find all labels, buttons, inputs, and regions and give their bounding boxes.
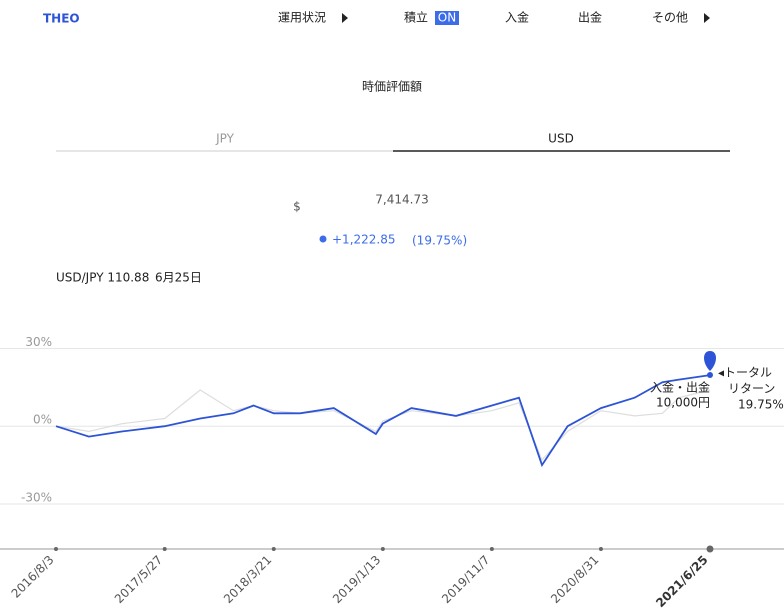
- nav-item[interactable]: 積立: [404, 10, 428, 25]
- nav-arrow: [342, 13, 348, 23]
- nav-item[interactable]: 運用状況: [278, 10, 326, 25]
- series-line: [55, 374, 711, 468]
- annotation: 10,000円: [656, 396, 710, 410]
- x-tick-label: 2019/1/13: [330, 553, 383, 606]
- section-title: 時価評価額: [362, 79, 422, 94]
- logo[interactable]: THEO: [43, 12, 80, 26]
- fx-rate: USD/JPY 110.88: [56, 271, 149, 285]
- x-tick-label: 2018/3/21: [221, 553, 274, 606]
- x-tick: [489, 547, 494, 551]
- nav-item[interactable]: 出金: [578, 10, 602, 25]
- x-tick: [380, 547, 385, 551]
- nav-item[interactable]: 入金: [505, 10, 529, 25]
- series-line: [55, 389, 711, 462]
- currency: $: [293, 200, 301, 214]
- annotation: 19.75%: [738, 398, 784, 412]
- toggle-bg[interactable]: [435, 11, 459, 25]
- x-tick: [598, 547, 603, 551]
- tab[interactable]: JPY: [215, 132, 235, 146]
- x-tick: [54, 547, 58, 551]
- change-dot: [319, 235, 327, 243]
- total-value: 7,414.73: [375, 193, 428, 207]
- chart: 30% 0% -30% 2016/8/3 2017/5/27 2018/3/21 2019/…: [0, 335, 784, 610]
- fx-date: 6月25日: [155, 271, 202, 285]
- x-tick: [271, 547, 276, 551]
- x-tick-label: 2017/5/27: [112, 553, 165, 606]
- x-tick-label: 2021/6/25: [653, 553, 710, 610]
- nav-item[interactable]: その他: [652, 11, 688, 25]
- annotation: ◂トータル: [718, 366, 772, 380]
- toggle[interactable]: ON: [438, 11, 456, 25]
- x-tick-label: 2016/8/3: [9, 553, 57, 601]
- y-tick-label: 0%: [33, 413, 52, 427]
- y-tick-label: -30%: [21, 490, 52, 504]
- annotation: リターン: [728, 382, 775, 396]
- annotation: 入金・出金: [650, 380, 710, 395]
- end-point: [707, 372, 713, 379]
- change: +1,222.85: [332, 233, 396, 247]
- x-tick-label: 2019/11/7: [439, 553, 492, 606]
- nav-arrow: [704, 13, 710, 23]
- tab[interactable]: USD: [548, 132, 574, 146]
- x-tick-label: 2020/8/31: [548, 553, 601, 606]
- x-tick: [162, 547, 167, 551]
- x-tick: [706, 545, 714, 553]
- end-pin: [704, 351, 716, 372]
- change-pct: (19.75%): [412, 234, 467, 248]
- y-tick-label: 30%: [25, 335, 52, 349]
